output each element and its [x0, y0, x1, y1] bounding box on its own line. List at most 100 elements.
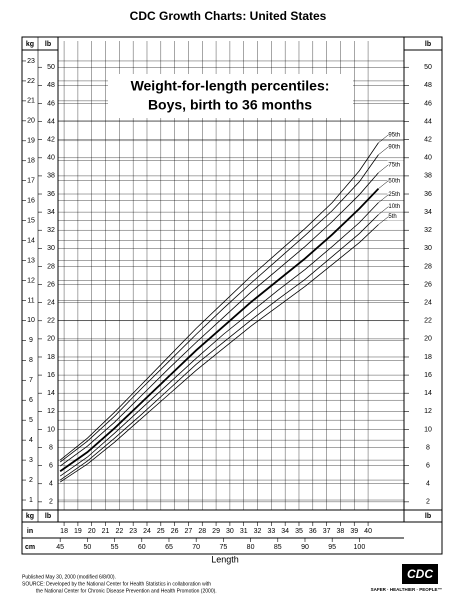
- unit-label: lb: [425, 41, 431, 48]
- percentile-line: [59, 188, 380, 473]
- x-tick-label: 55: [111, 544, 119, 551]
- percentile-line: [59, 224, 379, 483]
- x-tick-label: 45: [56, 544, 64, 551]
- y2-tick-label: 6: [426, 462, 430, 469]
- legend-label: 95th: [388, 132, 400, 138]
- label-leader: [378, 134, 389, 143]
- y-tick-label: 19: [27, 138, 35, 145]
- x2-tick-label: 31: [240, 528, 248, 535]
- y2-tick-label: 32: [424, 227, 432, 234]
- y2-tick-label: 30: [47, 245, 55, 252]
- label-bg: [387, 176, 404, 185]
- frame: [21, 36, 443, 555]
- x-tick-label: 70: [192, 544, 200, 551]
- logo: CDC: [407, 567, 433, 581]
- unit-label: lb: [45, 513, 51, 520]
- y-tick-label: 6: [29, 397, 33, 404]
- y2-tick-label: 22: [424, 318, 432, 325]
- y-tick-label: 10: [27, 317, 35, 324]
- chart-title: CDC Growth Charts: United States: [130, 9, 327, 23]
- legend-label: 50th: [388, 178, 400, 184]
- footer: Published May 30, 2000 (modified 6/8/00)…: [22, 574, 116, 580]
- label-bg: [387, 212, 404, 221]
- x2-tick-label: 28: [198, 528, 206, 535]
- label-leader: [378, 180, 389, 189]
- y-tick-label: 12: [27, 277, 35, 284]
- x2-tick-label: 25: [157, 528, 165, 535]
- y2-tick-label: 8: [49, 444, 53, 451]
- y-tick-label: 21: [27, 98, 35, 105]
- x2-tick-label: 20: [88, 528, 96, 535]
- y2-tick-label: 42: [424, 137, 432, 144]
- x-tick-label: 60: [138, 544, 146, 551]
- x2-tick-label: 26: [171, 528, 179, 535]
- y2-tick-label: 48: [47, 82, 55, 89]
- legend-label: 10th: [388, 204, 400, 210]
- y-tick-label: 1: [29, 497, 33, 504]
- y2-tick-label: 28: [47, 263, 55, 270]
- x2-tick-label: 38: [337, 528, 345, 535]
- y2-tick-label: 24: [47, 300, 55, 307]
- x-tick-label: 65: [165, 544, 173, 551]
- footer: the National Center for Chronic Disease …: [36, 588, 217, 594]
- y-tick-label: 15: [27, 217, 35, 224]
- unit-label: lb: [45, 41, 51, 48]
- y2-tick-label: 14: [47, 390, 55, 397]
- legend-label: 90th: [388, 144, 400, 150]
- y2-tick-label: 8: [426, 444, 430, 451]
- x2-tick-label: 23: [129, 528, 137, 535]
- y2-tick-label: 10: [47, 426, 55, 433]
- y2-tick-label: 14: [424, 390, 432, 397]
- percentile-line: [59, 142, 379, 461]
- x-tick-label: 75: [219, 544, 227, 551]
- y-tick-label: 16: [27, 198, 35, 205]
- y2-tick-label: 26: [47, 281, 55, 288]
- percentile-line: [59, 214, 379, 481]
- y2-tick-label: 38: [47, 173, 55, 180]
- y2-tick-label: 36: [424, 191, 432, 198]
- x2-tick-label: 24: [143, 528, 151, 535]
- unit-label: lb: [425, 513, 431, 520]
- label-bg: [387, 142, 404, 151]
- label-bg: [387, 190, 404, 199]
- x2-tick-label: 27: [185, 528, 193, 535]
- x2-tick-label: 32: [254, 528, 262, 535]
- y-tick-label: 18: [27, 158, 35, 165]
- unit-label: kg: [26, 513, 34, 520]
- unit-label: cm: [25, 544, 35, 551]
- y2-tick-label: 40: [424, 155, 432, 162]
- y2-tick-label: 16: [47, 372, 55, 379]
- y2-tick-label: 4: [49, 481, 53, 488]
- y2-tick-label: 20: [47, 336, 55, 343]
- curves: 5th 10th 25th 50th 75th 90th 95th: [59, 130, 404, 483]
- label-leader: [378, 146, 389, 155]
- y2-tick-label: 34: [47, 209, 55, 216]
- x2-tick-label: 18: [60, 528, 68, 535]
- y2-tick-label: 6: [49, 462, 53, 469]
- x2-tick-label: 37: [323, 528, 331, 535]
- x-tick-label: 90: [301, 544, 309, 551]
- x-tick-label: 80: [247, 544, 255, 551]
- y2-tick-label: 46: [424, 100, 432, 107]
- y2-tick-label: 12: [47, 408, 55, 415]
- legend-label: 25th: [388, 192, 400, 198]
- y-tick-label: 3: [29, 457, 33, 464]
- y-tick-label: 14: [27, 237, 35, 244]
- percentile-line: [59, 154, 379, 463]
- y2-tick-label: 44: [47, 118, 55, 125]
- y-tick-label: 4: [29, 437, 33, 444]
- y-tick-label: 7: [29, 377, 33, 384]
- label-bg: [387, 160, 404, 169]
- label-leader: [378, 216, 389, 225]
- y-tick-label: 17: [27, 178, 35, 185]
- x-tick-label: 85: [274, 544, 282, 551]
- y2-tick-label: 16: [424, 372, 432, 379]
- legend-label: 75th: [388, 162, 400, 168]
- grid: [58, 41, 404, 510]
- y-tick-label: 2: [29, 477, 33, 484]
- x2-tick-label: 34: [281, 528, 289, 535]
- logo-tagline: SAFER · HEALTHIER · PEOPLE™: [371, 587, 442, 592]
- y-tick-label: 9: [29, 337, 33, 344]
- x2-tick-label: 19: [74, 528, 82, 535]
